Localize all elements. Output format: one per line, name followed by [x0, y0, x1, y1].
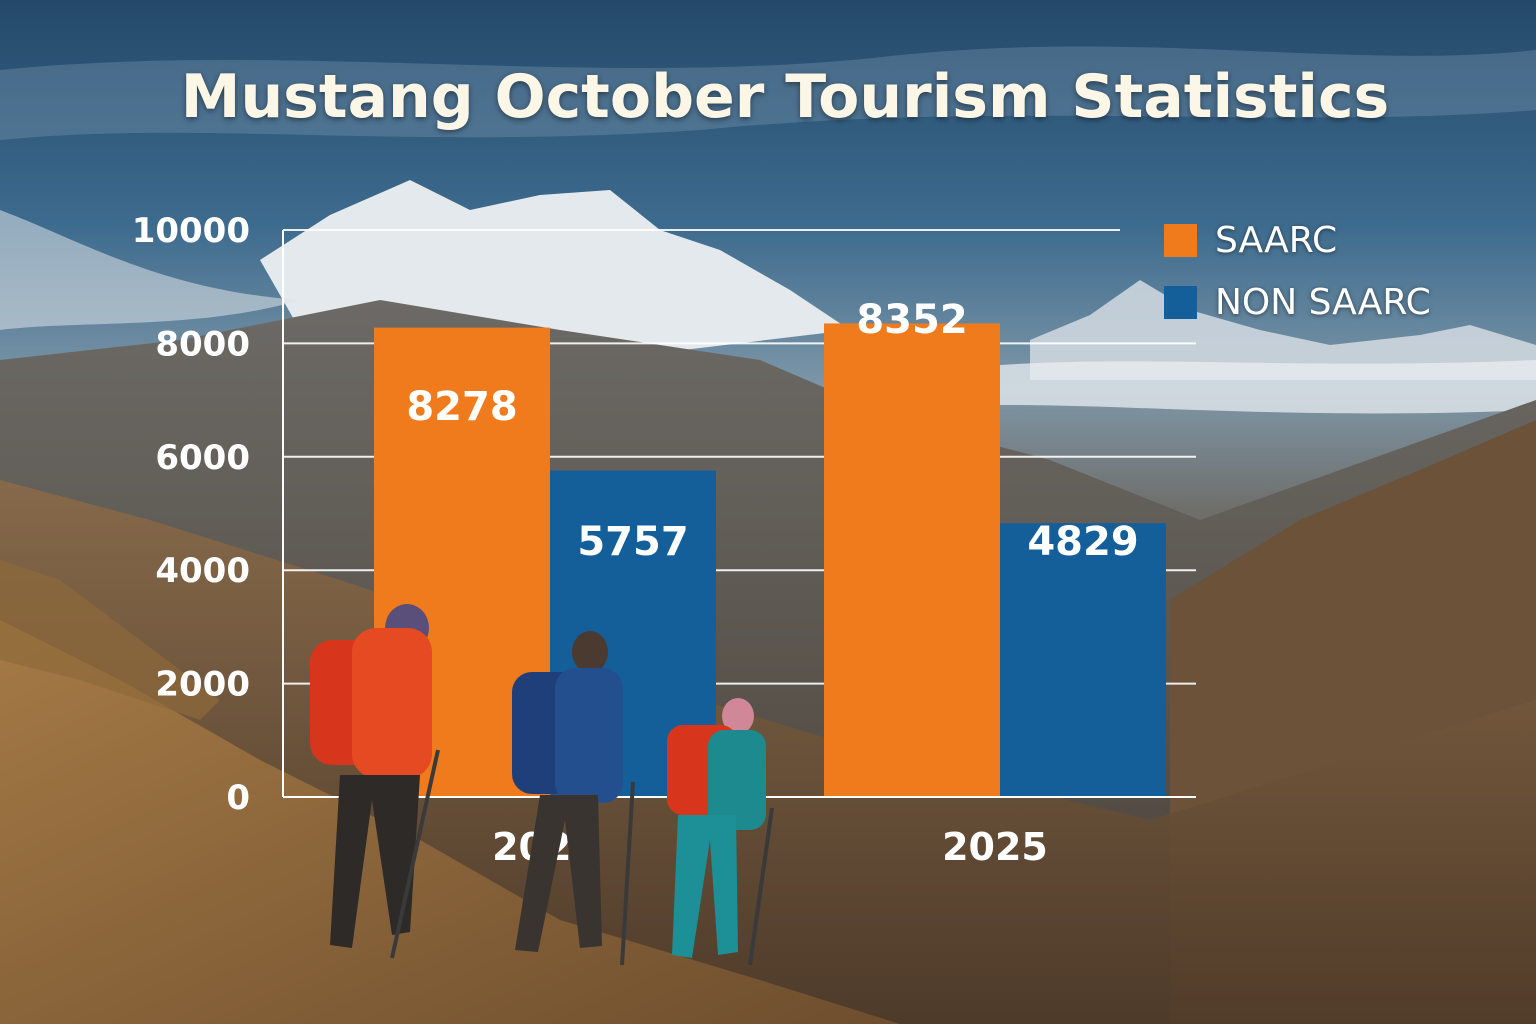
legend-swatch-saarc [1164, 223, 1197, 257]
bars [374, 323, 1166, 797]
y-tick-label: 0 [226, 778, 250, 818]
chart-title: Mustang October Tourism Statistics [180, 62, 1390, 132]
legend-swatch-non-saarc [1164, 285, 1197, 319]
x-category-label: 2025 [942, 825, 1048, 869]
legend-label-non-saarc: NON SAARC [1215, 281, 1431, 323]
bar-value-label: 5757 [577, 519, 688, 565]
y-tick-label: 8000 [155, 324, 250, 364]
hikers-illustration [310, 604, 774, 966]
legend-label-saarc: SAARC [1215, 219, 1338, 261]
bar-value-label: 8352 [856, 297, 967, 343]
bar-value-labels: 8278 5757 8352 4829 [406, 297, 1138, 565]
y-tick-label: 10000 [132, 211, 250, 251]
legend-item-non-saarc: NON SAARC [1164, 281, 1431, 323]
bar-non-saarc-2025 [1000, 523, 1166, 797]
bar-value-label: 8278 [406, 384, 517, 430]
bar-value-label: 4829 [1027, 519, 1138, 565]
legend: SAARC NON SAARC [1164, 220, 1431, 344]
bar-saarc-2025 [824, 323, 1000, 797]
y-tick-label: 4000 [155, 551, 250, 591]
legend-item-saarc: SAARC [1164, 219, 1431, 261]
y-axis-ticks: 0 2000 4000 6000 8000 10000 [132, 211, 250, 818]
y-tick-label: 2000 [155, 665, 250, 705]
y-tick-label: 6000 [155, 438, 250, 478]
